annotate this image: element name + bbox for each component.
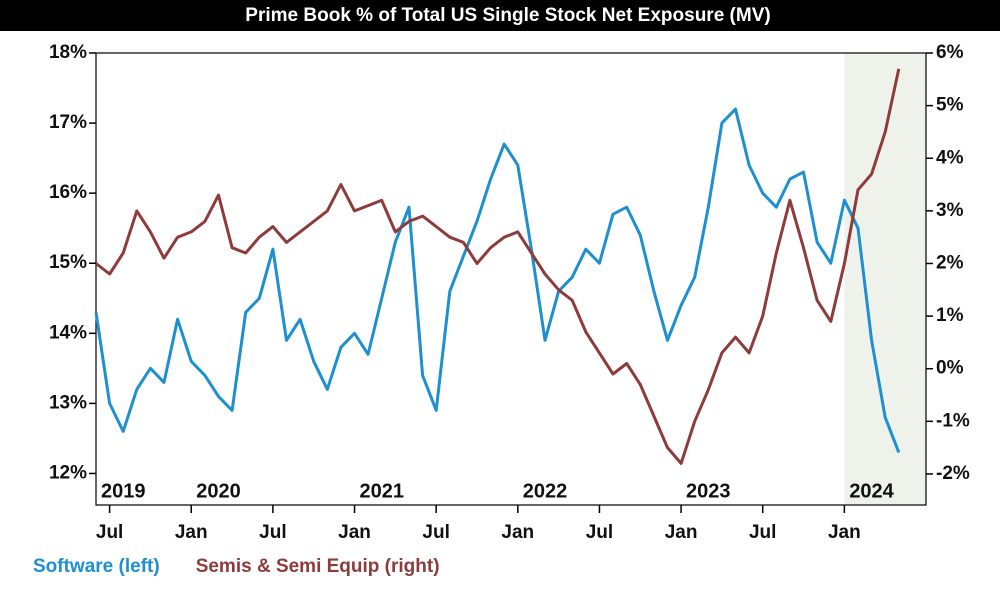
year-label: 2019	[101, 480, 146, 502]
x-tick-label: Jan	[665, 522, 698, 543]
highlight-region	[844, 53, 926, 505]
y-tick-label: 18%	[49, 42, 87, 63]
y-tick-label: 12%	[49, 462, 87, 483]
y2-tick-label: 4%	[936, 147, 964, 168]
y2-tick-label: -2%	[936, 463, 970, 484]
legend-entry: Software (left)	[33, 556, 160, 577]
y-tick-label: 16%	[49, 182, 87, 203]
year-label: 2021	[359, 480, 404, 502]
y2-tick-label: 0%	[936, 358, 964, 379]
year-label: 2020	[196, 480, 241, 502]
chart-title: Prime Book % of Total US Single Stock Ne…	[245, 5, 770, 26]
y-tick-label: 14%	[49, 322, 87, 343]
x-tick-label: Jan	[828, 522, 861, 543]
year-label: 2022	[523, 480, 568, 502]
year-label: 2023	[686, 480, 731, 502]
y2-tick-label: 5%	[936, 95, 964, 116]
y2-tick-label: 2%	[936, 252, 964, 273]
series-line	[94, 107, 901, 453]
x-tick-label: Jul	[422, 522, 449, 543]
x-tick-label: Jul	[586, 522, 613, 543]
legend-entry: Semis & Semi Equip (right)	[196, 556, 440, 577]
y2-tick-label: 3%	[936, 200, 964, 221]
x-tick-label: Jul	[96, 522, 123, 543]
x-tick-label: Jan	[338, 522, 371, 543]
plot-frame	[95, 52, 927, 506]
y-tick-label: 13%	[49, 392, 87, 413]
y-tick-label: 15%	[49, 252, 87, 273]
y2-tick-label: -1%	[936, 410, 970, 431]
x-tick-label: Jul	[749, 522, 776, 543]
series-line	[95, 68, 901, 465]
y2-tick-label: 6%	[936, 42, 964, 63]
x-tick-label: Jan	[175, 522, 208, 543]
y-tick-label: 17%	[49, 112, 87, 133]
year-label: 2024	[849, 480, 894, 502]
x-tick-label: Jan	[501, 522, 534, 543]
y2-tick-label: 1%	[936, 305, 964, 326]
title-bar	[0, 0, 1000, 31]
x-tick-label: Jul	[259, 522, 286, 543]
